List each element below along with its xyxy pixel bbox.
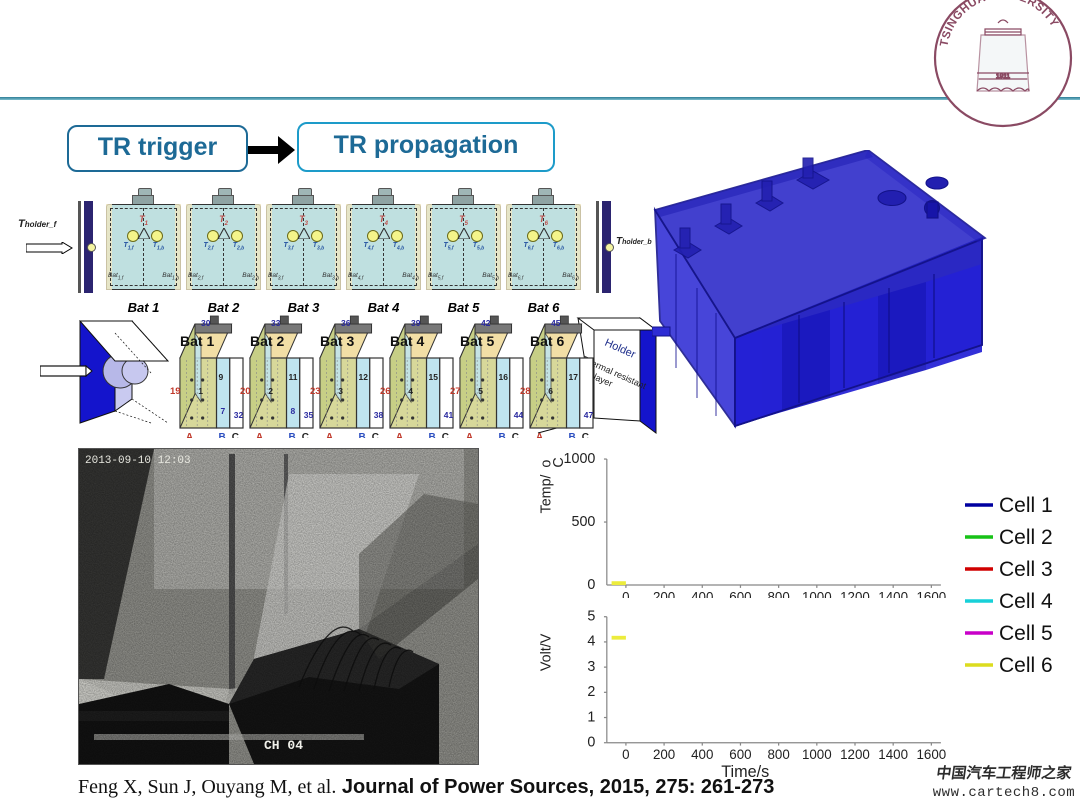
svg-text:800: 800: [767, 589, 789, 598]
svg-text:1: 1: [587, 710, 595, 726]
svg-text:7: 7: [221, 406, 226, 416]
svg-text:Cell 2: Cell 2: [999, 526, 1053, 549]
svg-text:Bat 6: Bat 6: [530, 333, 564, 349]
svg-text:5: 5: [587, 609, 595, 625]
svg-text:400: 400: [691, 747, 713, 762]
svg-text:32: 32: [234, 410, 244, 420]
svg-text:Holder: Holder: [603, 337, 638, 361]
svg-text:1400: 1400: [878, 747, 908, 762]
svg-text:C: C: [512, 432, 519, 438]
svg-text:B: B: [219, 432, 226, 438]
svg-text:C: C: [302, 432, 309, 438]
svg-text:26: 26: [380, 386, 391, 397]
svg-text:Bat 1: Bat 1: [180, 333, 214, 349]
svg-text:0: 0: [587, 735, 595, 751]
svg-text:C: C: [442, 432, 449, 438]
svg-text:C: C: [372, 432, 379, 438]
svg-text:27: 27: [450, 386, 461, 397]
svg-text:CH 04: CH 04: [264, 738, 303, 753]
svg-text:C: C: [232, 432, 239, 438]
svg-text:3: 3: [338, 386, 343, 396]
svg-text:Cell 5: Cell 5: [999, 622, 1053, 645]
svg-text:B: B: [429, 432, 436, 438]
svg-text:0: 0: [622, 747, 629, 762]
svg-text:23: 23: [310, 386, 321, 397]
svg-text:A: A: [256, 432, 263, 438]
svg-text:35: 35: [304, 410, 314, 420]
svg-text:4: 4: [587, 633, 595, 649]
svg-text:1: 1: [198, 386, 203, 396]
svg-text:A: A: [326, 432, 333, 438]
svg-text:B: B: [289, 432, 296, 438]
svg-text:Cell 4: Cell 4: [999, 590, 1053, 613]
svg-text:B: B: [359, 432, 366, 438]
svg-text:2013-09-10 12:03: 2013-09-10 12:03: [85, 455, 191, 467]
svg-text:Bat 2: Bat 2: [250, 333, 284, 349]
svg-text:15: 15: [429, 372, 439, 382]
svg-text:19: 19: [170, 386, 181, 397]
svg-text:17: 17: [569, 372, 579, 382]
svg-text:Cell 3: Cell 3: [999, 558, 1053, 581]
svg-text:11: 11: [289, 372, 298, 382]
svg-text:41: 41: [444, 410, 454, 420]
svg-text:A: A: [536, 432, 543, 438]
svg-text:800: 800: [767, 747, 789, 762]
svg-text:1600: 1600: [916, 747, 946, 762]
svg-text:33: 33: [271, 318, 281, 328]
svg-text:A: A: [396, 432, 403, 438]
svg-text:Cell 1: Cell 1: [999, 494, 1053, 517]
svg-text:1000: 1000: [564, 451, 596, 467]
svg-text:3: 3: [587, 659, 595, 675]
svg-text:0: 0: [587, 577, 595, 593]
svg-text:12: 12: [359, 372, 369, 382]
svg-text:1600: 1600: [916, 589, 946, 598]
svg-text:Bat 4: Bat 4: [390, 333, 424, 349]
svg-text:C: C: [582, 432, 589, 438]
svg-text:C: C: [551, 457, 567, 467]
svg-text:6: 6: [548, 386, 553, 396]
svg-text:Cell 6: Cell 6: [999, 654, 1053, 677]
svg-text:1000: 1000: [802, 747, 832, 762]
svg-text:400: 400: [691, 589, 713, 598]
svg-text:16: 16: [499, 372, 509, 382]
svg-text:42: 42: [481, 318, 491, 328]
svg-text:9: 9: [219, 372, 224, 382]
svg-text:1000: 1000: [802, 589, 832, 598]
svg-text:1400: 1400: [878, 589, 908, 598]
svg-text:B: B: [569, 432, 576, 438]
svg-text:B: B: [499, 432, 506, 438]
svg-text:39: 39: [411, 318, 421, 328]
svg-text:20: 20: [240, 386, 251, 397]
svg-text:2: 2: [587, 684, 595, 700]
svg-text:600: 600: [729, 747, 751, 762]
svg-text:44: 44: [514, 410, 524, 420]
svg-text:2: 2: [268, 386, 273, 396]
svg-text:0: 0: [622, 589, 629, 598]
svg-text:Volt/V: Volt/V: [540, 633, 555, 671]
svg-text:A: A: [466, 432, 473, 438]
svg-text:1200: 1200: [840, 747, 870, 762]
svg-text:200: 200: [653, 747, 675, 762]
svg-text:45: 45: [551, 318, 561, 328]
svg-text:47: 47: [584, 410, 594, 420]
svg-text:30: 30: [201, 318, 211, 328]
svg-text:1911: 1911: [996, 73, 1010, 80]
svg-text:Temp/: Temp/: [540, 474, 555, 513]
svg-text:A: A: [186, 432, 193, 438]
svg-text:36: 36: [341, 318, 351, 328]
svg-text:Bat 3: Bat 3: [320, 333, 354, 349]
svg-text:5: 5: [478, 386, 483, 396]
svg-text:4: 4: [408, 386, 413, 396]
svg-text:8: 8: [291, 406, 296, 416]
svg-text:200: 200: [653, 589, 675, 598]
svg-text:38: 38: [374, 410, 384, 420]
svg-text:600: 600: [729, 589, 751, 598]
svg-text:28: 28: [520, 386, 531, 397]
svg-text:1200: 1200: [840, 589, 870, 598]
svg-text:Bat 5: Bat 5: [460, 333, 494, 349]
svg-text:500: 500: [572, 514, 596, 530]
